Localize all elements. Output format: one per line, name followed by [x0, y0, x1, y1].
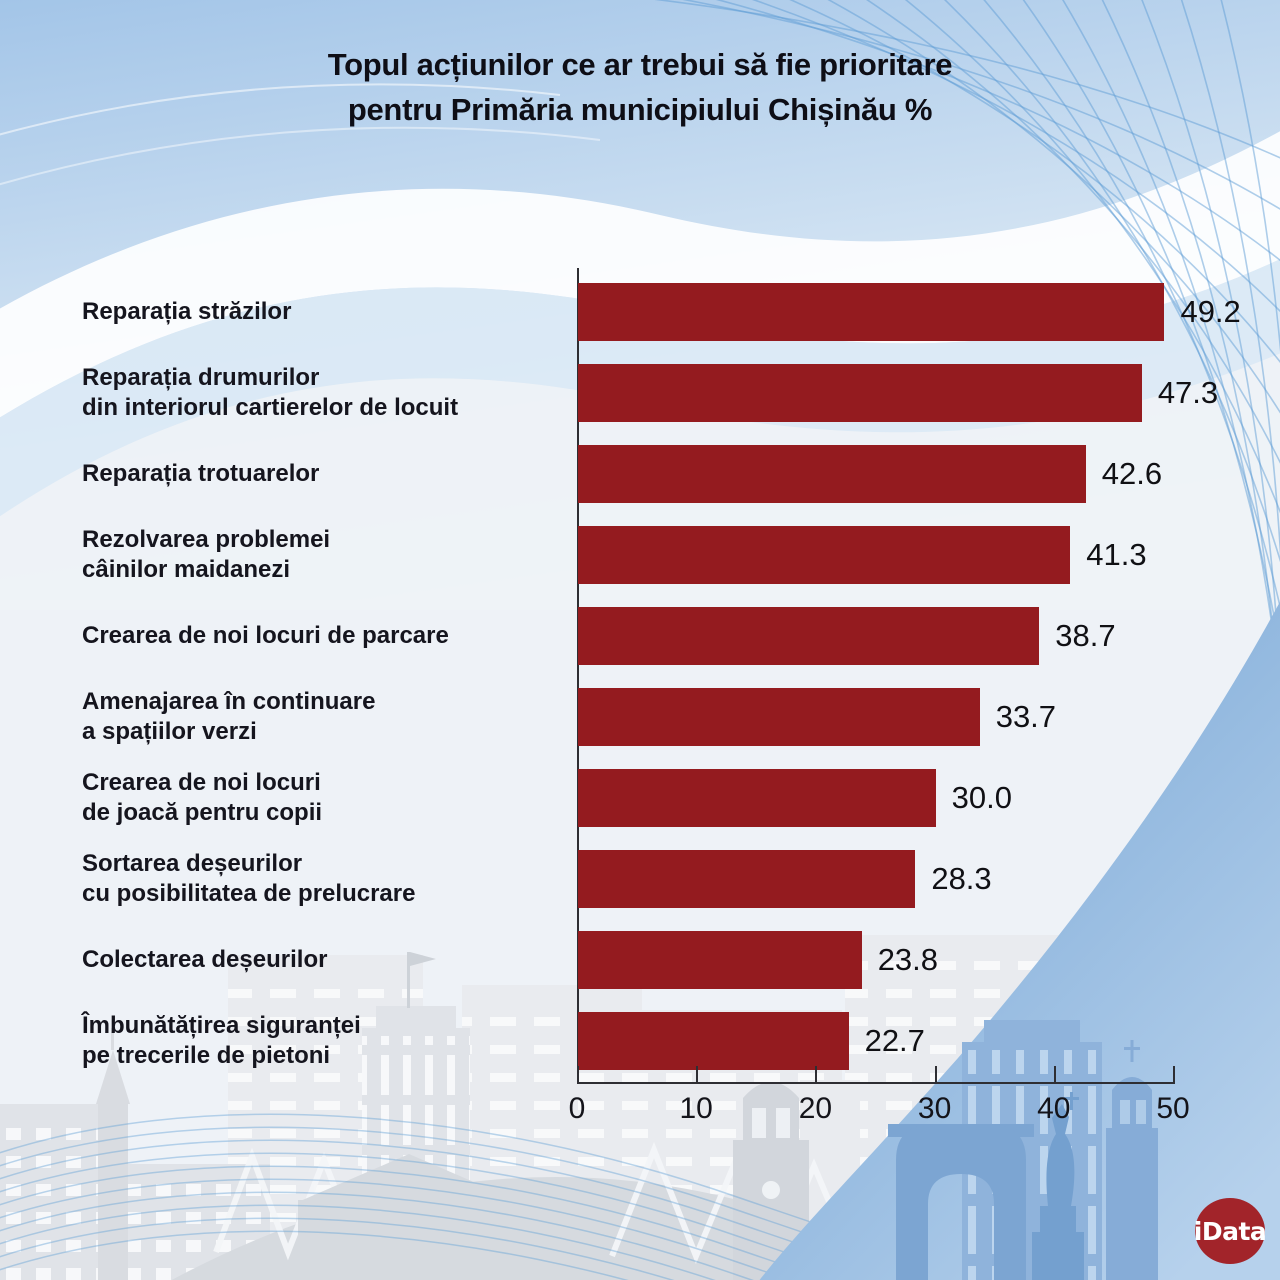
x-tick-label: 10: [679, 1092, 713, 1125]
category-label: Reparația străzilor: [82, 298, 292, 325]
bar: [578, 931, 862, 989]
value-label: 33.7: [995, 699, 1057, 734]
value-label: 30.0: [951, 780, 1012, 815]
value-label: 23.8: [877, 942, 939, 977]
x-tick: [1173, 1066, 1175, 1082]
bar: [578, 1012, 849, 1070]
bar-row: Crearea de noi locuri de joacă pentru co…: [0, 769, 1280, 827]
chart-title: Topul acțiunilor ce ar trebui să fie pri…: [327, 47, 953, 127]
value-label: 41.3: [1086, 537, 1147, 572]
value-label: 49.2: [1180, 294, 1241, 329]
bar-row: Reparația drumurilor din interiorul cart…: [0, 364, 1280, 422]
x-tick: [577, 1066, 579, 1082]
bar: [578, 769, 936, 827]
idata-logo: iData: [1194, 1198, 1267, 1264]
category-label: Reparația drumurilor din interiorul cart…: [82, 364, 459, 421]
y-axis: [577, 268, 579, 1084]
x-tick-label: 30: [917, 1092, 952, 1125]
category-label: Crearea de noi locuri de parcare: [82, 622, 449, 649]
category-label: Colectarea deșeurilor: [82, 946, 328, 973]
x-tick-label: 0: [568, 1092, 586, 1125]
bar-row: Reparația trotuarelor 42.6: [0, 445, 1280, 503]
value-label: 38.7: [1055, 618, 1116, 653]
category-label: Îmbunătățirea siguranței pe trecerile de…: [82, 1012, 361, 1069]
category-label: Amenajarea în continuare a spațiilor ver…: [82, 688, 376, 745]
category-label: Crearea de noi locuri de joacă pentru co…: [82, 769, 323, 826]
category-label: Rezolvarea problemei câinilor maidanezi: [82, 526, 331, 583]
value-label: 47.3: [1157, 375, 1219, 410]
x-tick-label: 50: [1156, 1092, 1190, 1125]
bar-row: Amenajarea în continuare a spațiilor ver…: [0, 688, 1280, 746]
bar: [578, 688, 980, 746]
value-label: 28.3: [931, 861, 992, 896]
x-tick: [815, 1066, 818, 1082]
category-label: Reparația trotuarelor: [82, 460, 320, 487]
x-tick: [696, 1066, 699, 1082]
bar: [578, 283, 1165, 341]
x-tick: [934, 1066, 937, 1082]
bar: [578, 526, 1071, 584]
bar: [578, 364, 1142, 422]
bar-row: Crearea de noi locuri de parcare 38.7: [0, 607, 1280, 665]
bar-row: Rezolvarea problemei câinilor maidanezi …: [0, 526, 1280, 584]
value-label: 42.6: [1101, 456, 1163, 491]
bar-row: Colectarea deșeurilor 23.8: [0, 931, 1280, 989]
x-tick: [1053, 1066, 1056, 1082]
x-tick-label: 20: [798, 1092, 833, 1125]
bar-row: Sortarea deșeurilor cu posibilitatea de …: [0, 850, 1280, 908]
value-label: 22.7: [864, 1023, 925, 1058]
category-label: Sortarea deșeurilor cu posibilitatea de …: [82, 850, 416, 907]
bar: [578, 445, 1086, 503]
bar: [578, 850, 916, 908]
x-tick-label: 40: [1037, 1092, 1071, 1125]
x-axis: [577, 1082, 1175, 1084]
bar-row: Îmbunătățirea siguranței pe trecerile de…: [0, 1012, 1280, 1070]
bar-row: Reparația străzilor 49.2: [0, 283, 1280, 341]
bar: [578, 607, 1040, 665]
